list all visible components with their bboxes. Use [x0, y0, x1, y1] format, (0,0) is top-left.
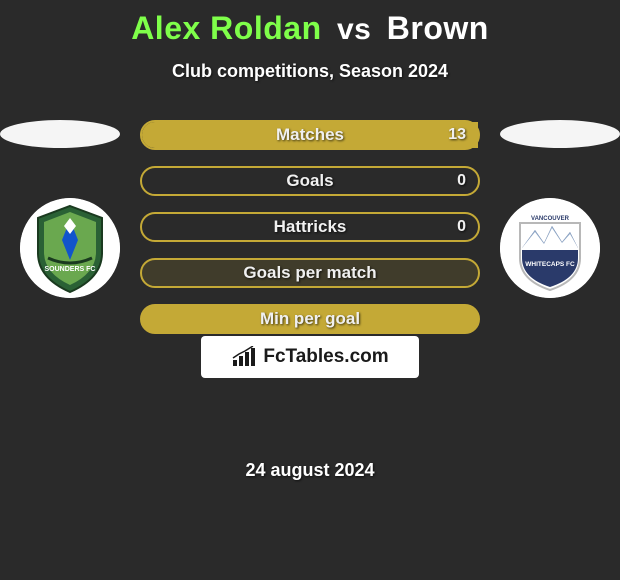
team-right-crest: VANCOUVER WHITECAPS FC	[500, 198, 600, 298]
sounders-icon: SOUNDERS FC	[20, 198, 120, 298]
stat-label: Goals	[286, 171, 333, 191]
svg-text:VANCOUVER: VANCOUVER	[531, 216, 570, 222]
comparison-date: 24 august 2024	[0, 460, 620, 481]
stat-row-min-per-goal: Min per goal	[140, 304, 480, 334]
stat-label: Matches	[276, 125, 344, 145]
stat-label: Min per goal	[260, 309, 360, 329]
branding-text: FcTables.com	[263, 346, 388, 368]
svg-text:SOUNDERS FC: SOUNDERS FC	[45, 266, 96, 273]
svg-text:WHITECAPS FC: WHITECAPS FC	[525, 261, 575, 268]
player2-oval	[500, 120, 620, 148]
player1-name: Alex Roldan	[131, 10, 321, 46]
player2-name: Brown	[387, 10, 489, 46]
stat-row-matches: Matches 13	[140, 120, 480, 150]
stat-label: Goals per match	[243, 263, 376, 283]
stat-label: Hattricks	[274, 217, 347, 237]
stat-right-value: 0	[457, 172, 466, 190]
stat-right-value: 0	[457, 218, 466, 236]
comparison-title: Alex Roldan vs Brown	[0, 0, 620, 47]
whitecaps-icon: VANCOUVER WHITECAPS FC	[500, 198, 600, 298]
player1-oval	[0, 120, 120, 148]
team-left-crest: SOUNDERS FC	[20, 198, 120, 298]
stat-right-value: 13	[448, 126, 466, 144]
vs-text: vs	[337, 13, 371, 46]
stat-row-hattricks: Hattricks 0	[140, 212, 480, 242]
branding-badge: FcTables.com	[201, 336, 419, 378]
stat-row-goals: Goals 0	[140, 166, 480, 196]
stat-row-goals-per-match: Goals per match	[140, 258, 480, 288]
stats-stage: SOUNDERS FC VANCOUVER WHITECAPS FC Match…	[0, 120, 620, 400]
subtitle: Club competitions, Season 2024	[0, 61, 620, 82]
chart-icon	[231, 346, 257, 368]
